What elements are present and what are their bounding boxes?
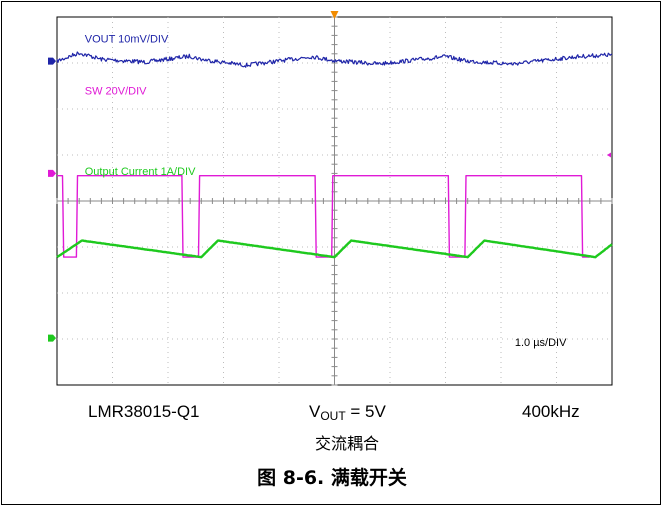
trigger-marker-icon xyxy=(330,11,339,19)
frequency-caption: 400kHz xyxy=(522,402,580,421)
channel-ground-marker-icon xyxy=(48,334,56,342)
series-label-3: Output Current 1A/DIV xyxy=(85,166,196,178)
vout-caption: VOUT = 5V xyxy=(309,402,386,423)
device-caption: LMR38015-Q1 xyxy=(88,402,200,421)
series-label-1: VOUT 10mV/DIV xyxy=(85,33,169,45)
figure-title: 图 8-6. 满载开关 xyxy=(257,467,407,489)
series-line-1 xyxy=(56,51,613,68)
channel-ground-marker-icon xyxy=(48,57,56,65)
trigger-level-marker-icon xyxy=(607,152,611,158)
vout-subscript: OUT xyxy=(320,409,346,423)
series-label-2: SW 20V/DIV xyxy=(85,85,147,97)
series-line-3 xyxy=(56,239,613,259)
timebase-label: 1.0 µs/DIV xyxy=(515,337,567,349)
vout-label: V xyxy=(309,402,321,421)
vout-value: = 5V xyxy=(345,402,386,421)
coupling-caption: 交流耦合 xyxy=(315,434,380,453)
channel-ground-marker-icon xyxy=(48,169,56,177)
